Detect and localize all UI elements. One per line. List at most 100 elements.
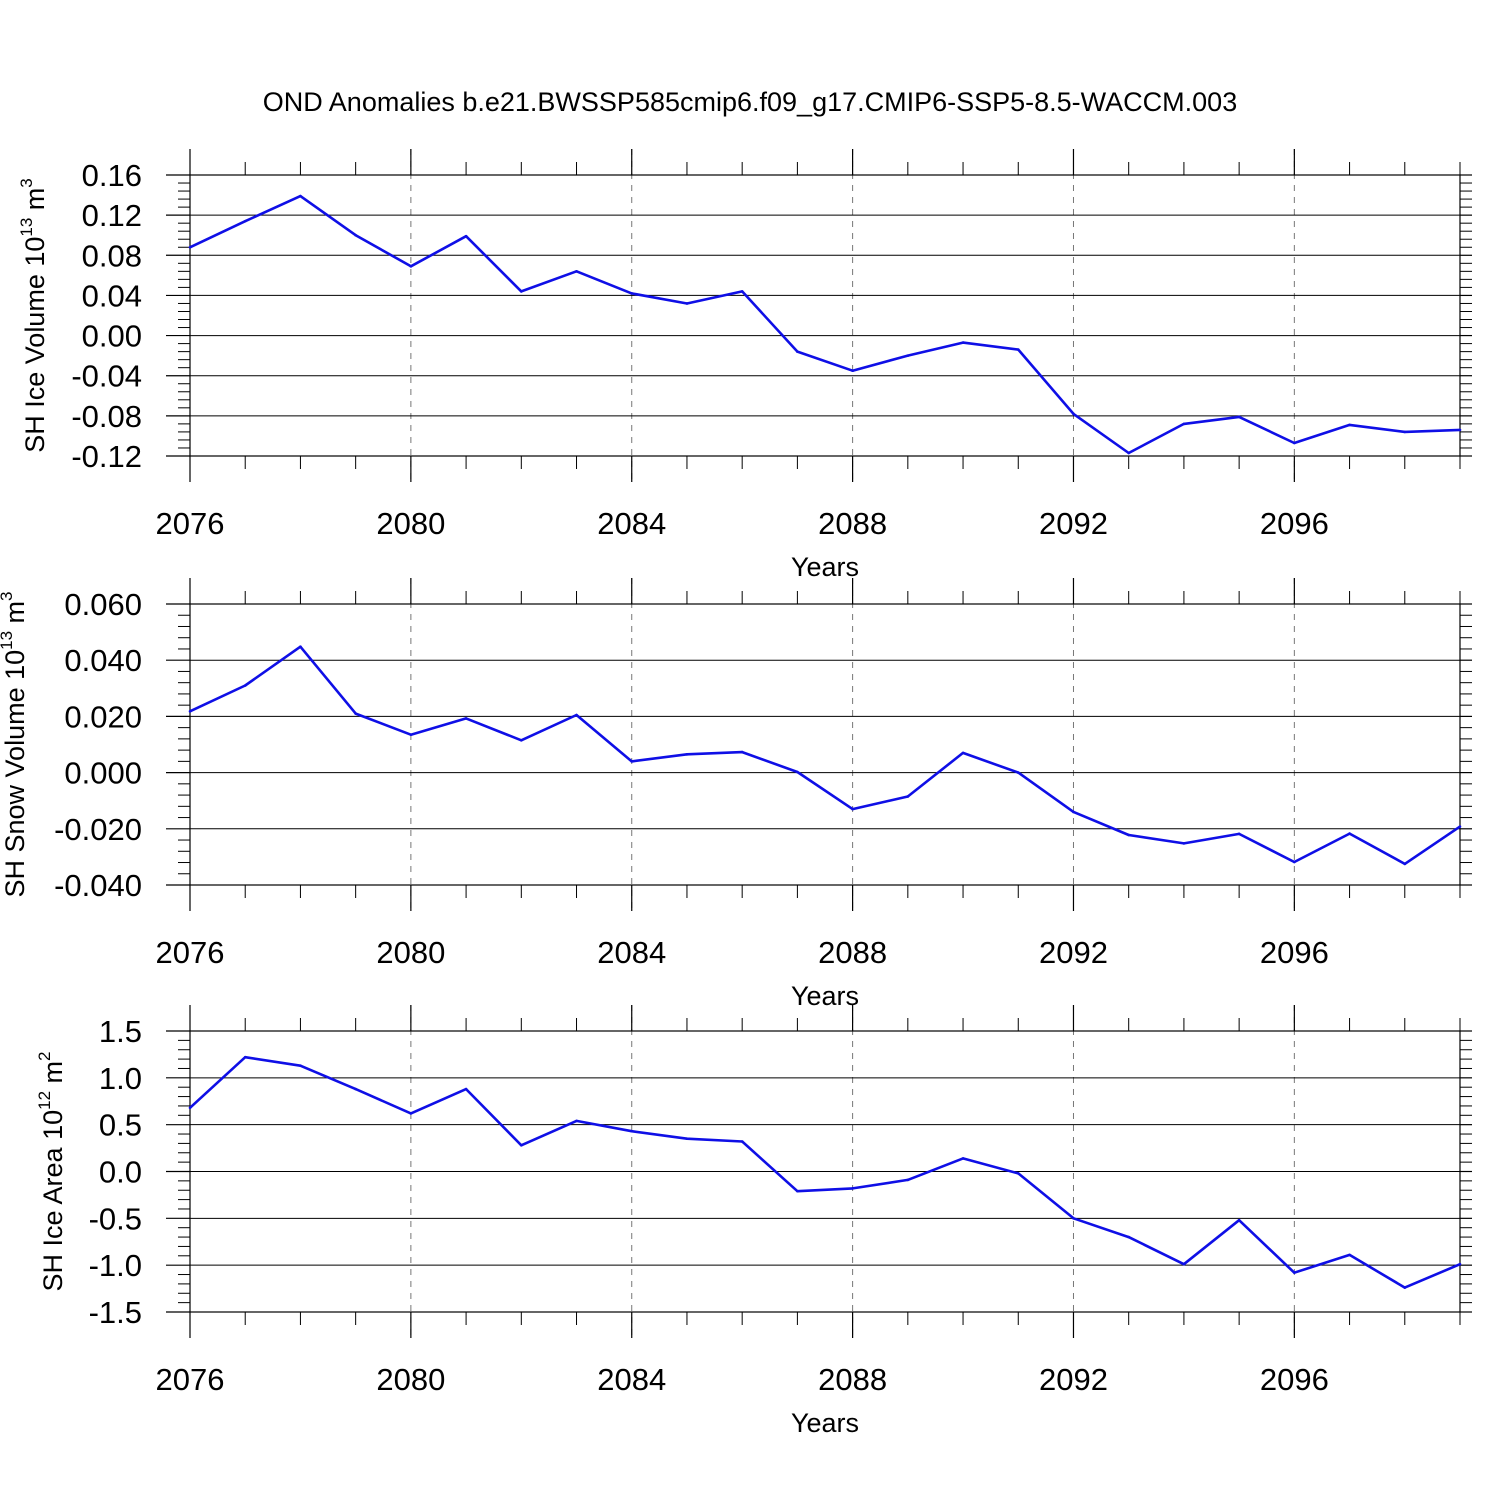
data-point — [1237, 1218, 1241, 1222]
y-label-superscript: 13 — [17, 218, 36, 237]
data-point — [1237, 415, 1241, 419]
data-point — [961, 341, 965, 344]
data-point — [1293, 441, 1296, 445]
plot-frame — [189, 603, 1461, 886]
data-point — [740, 750, 744, 754]
x-tick-label: 2076 — [156, 1362, 225, 1397]
y-tick-label: 0.12 — [82, 198, 142, 233]
data-point — [685, 302, 689, 305]
y-label-superscript: 3 — [17, 178, 36, 187]
data-point — [354, 1087, 357, 1091]
y-label-text: SH Ice Area 10 — [38, 1110, 68, 1292]
data-point — [851, 1187, 854, 1190]
y-tick-label: 0.04 — [82, 278, 142, 313]
y-tick-label: -0.5 — [89, 1201, 142, 1236]
data-point — [1016, 1172, 1020, 1175]
y-axis-label: SH Ice Area 1012 m2 — [35, 1052, 68, 1292]
y-tick-label: 0.040 — [64, 643, 142, 678]
data-point — [1016, 348, 1020, 351]
data-point — [1182, 422, 1186, 426]
y-tick-label: 1.5 — [99, 1014, 142, 1049]
data-point — [188, 245, 192, 249]
x-tick-label: 2080 — [376, 935, 445, 970]
data-point — [851, 807, 854, 811]
y-tick-label: -0.04 — [71, 359, 142, 394]
data-point — [299, 1064, 302, 1067]
data-point — [1072, 1217, 1075, 1220]
data-point — [685, 753, 689, 756]
y-tick-label: -0.020 — [54, 812, 142, 847]
y-tick-label: 0.020 — [64, 699, 142, 734]
y-label-superscript: 3 — [0, 591, 16, 600]
series-line — [189, 1055, 1461, 1289]
data-point — [1403, 862, 1407, 866]
y-label-text: SH Snow Volume 10 — [0, 650, 30, 898]
data-point — [1348, 423, 1351, 427]
data-point — [520, 1143, 523, 1147]
data-point — [1016, 771, 1020, 774]
data-point — [961, 751, 965, 755]
y-tick-label: 0.08 — [82, 238, 142, 273]
data-point — [575, 270, 578, 273]
panel-3: -1.5 -1.0 -0.5 0.0 0.5 1.0 1.5 2076 2080 2084 2088… — [35, 1005, 1472, 1438]
panels-group: -0.12 -0.08 -0.04 0.00 0.04 0.08 0.12 0.16 2076 2… — [0, 149, 1472, 1438]
data-point — [796, 350, 799, 353]
data-point — [520, 290, 523, 293]
data-point — [188, 1106, 192, 1110]
y-tick-label: -0.08 — [71, 399, 142, 434]
data-point — [520, 738, 523, 742]
data-point — [630, 1129, 634, 1133]
x-tick-label: 2084 — [597, 935, 666, 970]
y-tick-label: -0.040 — [54, 868, 142, 903]
data-point — [1182, 1262, 1186, 1266]
data-point — [464, 234, 468, 238]
data-point — [409, 1112, 413, 1115]
x-tick-label: 2092 — [1039, 506, 1108, 541]
x-tick-label: 2088 — [818, 935, 887, 970]
data-point — [1458, 825, 1462, 828]
x-axis-label: Years — [791, 1408, 859, 1438]
y-tick-label: 0.5 — [99, 1108, 142, 1143]
x-tick-label: 2092 — [1039, 1362, 1108, 1397]
data-point — [464, 717, 468, 720]
y-label-superscript: 12 — [35, 1091, 54, 1110]
y-label-superscript: 2 — [35, 1052, 54, 1061]
y-tick-label: 0.00 — [82, 319, 142, 354]
data-point — [354, 233, 357, 237]
y-tick-label: 1.0 — [99, 1061, 142, 1096]
series-line — [189, 194, 1461, 455]
y-tick-label: -1.0 — [89, 1248, 142, 1283]
data-point — [354, 712, 357, 715]
data-point — [575, 713, 578, 717]
x-tick-label: 2076 — [156, 506, 225, 541]
data-point — [906, 1178, 910, 1182]
data-point — [796, 770, 799, 774]
y-tick-label: -0.12 — [71, 439, 142, 474]
data-point — [243, 1055, 247, 1059]
data-point — [1072, 810, 1075, 814]
data-point — [1403, 430, 1407, 434]
x-tick-label: 2076 — [156, 935, 225, 970]
y-label-text: SH Ice Volume 10 — [20, 237, 50, 453]
y-tick-label: 0.0 — [99, 1155, 142, 1190]
y-label-superscript: 13 — [0, 631, 16, 650]
x-tick-label: 2084 — [597, 1362, 666, 1397]
data-point — [740, 290, 744, 293]
data-point — [1348, 1253, 1351, 1257]
series-line — [189, 645, 1461, 866]
x-axis-label: Years — [791, 981, 859, 1011]
data-point — [188, 710, 192, 713]
panel-2: -0.040 -0.020 0.000 0.020 0.040 0.060 2076 2080… — [0, 578, 1472, 1011]
data-point — [575, 1119, 578, 1123]
x-tick-label: 2080 — [376, 506, 445, 541]
data-point — [961, 1157, 965, 1160]
y-tick-label: -1.5 — [89, 1295, 142, 1330]
data-point — [906, 354, 910, 357]
panel-1: -0.12 -0.08 -0.04 0.00 0.04 0.08 0.12 0.16 2076 2… — [17, 149, 1472, 582]
y-tick-label: 0.16 — [82, 158, 142, 193]
data-point — [1403, 1286, 1407, 1289]
data-point — [1458, 1262, 1462, 1266]
data-point — [299, 194, 302, 198]
data-point — [243, 219, 247, 223]
y-tick-label: 0.060 — [64, 587, 142, 622]
